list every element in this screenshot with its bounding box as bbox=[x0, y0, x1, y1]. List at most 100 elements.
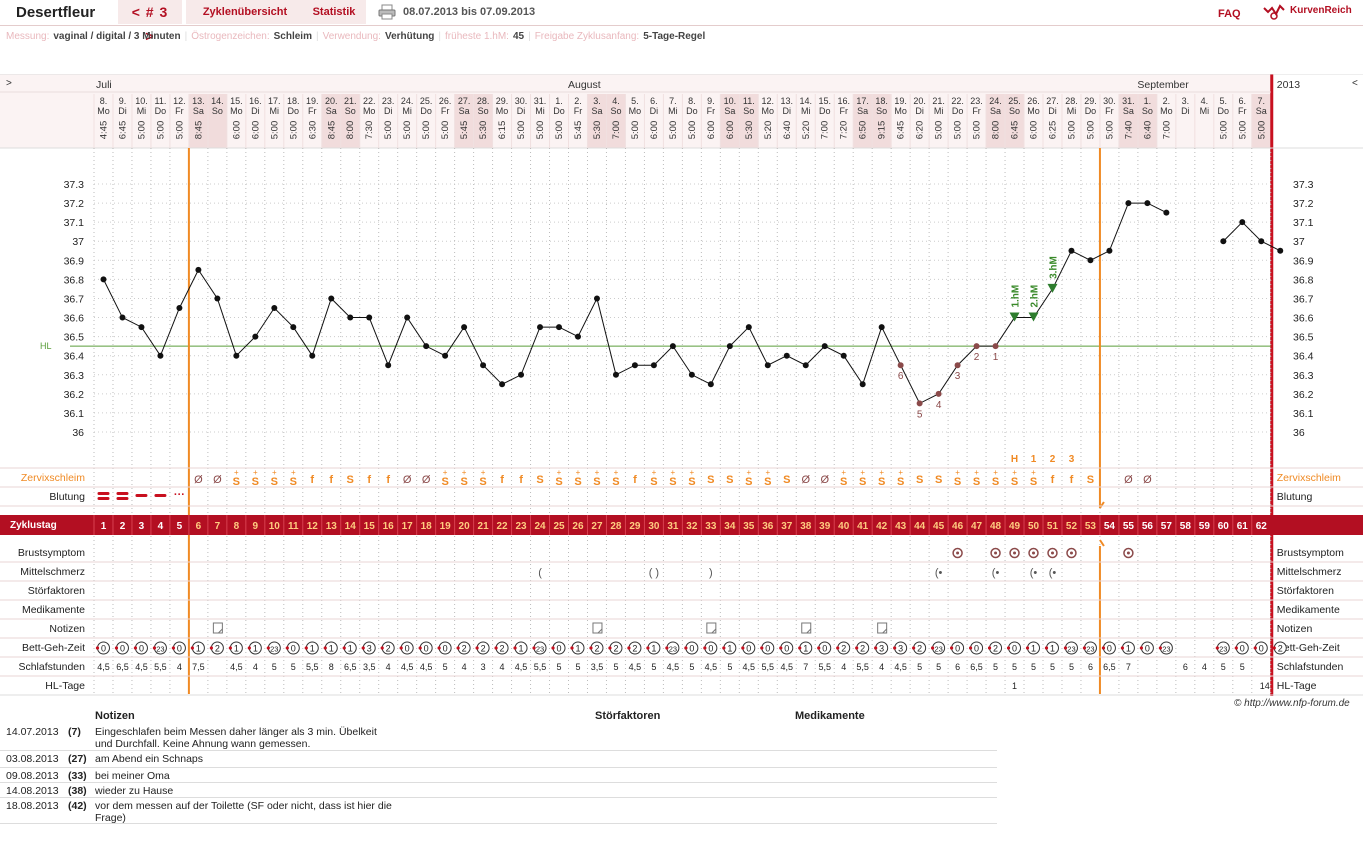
cervix-plus: + bbox=[253, 468, 258, 477]
cervix-value: S bbox=[764, 476, 771, 488]
weekday-label: Mo bbox=[496, 106, 509, 116]
cervix-value: S bbox=[271, 476, 278, 488]
y-tick-label-right: 36.5 bbox=[1293, 332, 1314, 344]
weekday-label: Mi bbox=[668, 106, 678, 116]
temperature-point bbox=[233, 352, 240, 359]
bed-time-value: 3 bbox=[367, 644, 372, 654]
cervix-value: f bbox=[386, 474, 390, 486]
temperature-point bbox=[650, 362, 657, 369]
weekday-label: Mo bbox=[629, 106, 642, 116]
bed-time-marker bbox=[722, 646, 726, 650]
cervix-value: S bbox=[1030, 476, 1037, 488]
cervix-value: S bbox=[745, 476, 752, 488]
temperature-point bbox=[612, 371, 619, 378]
measure-time: 5:00 bbox=[1256, 121, 1267, 140]
cycle-day-number: 40 bbox=[838, 521, 850, 532]
date-label: 24. bbox=[989, 96, 1002, 106]
kurvenreich-logo-icon[interactable] bbox=[1262, 2, 1286, 22]
weekday-label: Fr bbox=[1105, 106, 1114, 116]
measure-time: 5:00 bbox=[288, 121, 299, 140]
bed-time-value: 0 bbox=[405, 644, 410, 654]
tab-cycle-overview[interactable]: Zyklenübersicht bbox=[186, 0, 304, 24]
sleep-hours-value: 4,5 bbox=[743, 662, 756, 672]
row-label: Zyklustag bbox=[10, 520, 57, 531]
sleep-hours-value: 5 bbox=[1221, 662, 1226, 672]
cycle-day-number: 28 bbox=[610, 521, 622, 532]
cervix-plus: + bbox=[1012, 468, 1017, 477]
cycle-navigation[interactable]: < # 3 > bbox=[118, 0, 182, 44]
y-tick-label: 36.8 bbox=[64, 274, 85, 286]
date-label: 11. bbox=[155, 96, 167, 106]
temperature-point bbox=[1125, 200, 1132, 207]
temperature-point bbox=[556, 324, 563, 331]
faq-link[interactable]: FAQ bbox=[1218, 8, 1241, 20]
cycle-day-number: 61 bbox=[1237, 521, 1249, 532]
measure-time: 6:30 bbox=[307, 121, 318, 140]
cycle-day-number: 14 bbox=[345, 521, 357, 532]
breast-symptom-dot bbox=[956, 551, 960, 555]
note-icon-corner bbox=[882, 628, 888, 634]
cycle-chart: > Juli August September 2013 <8. Mo 4:45 9. Di 6:4… bbox=[0, 73, 1363, 699]
y-tick-label-right: 36 bbox=[1293, 427, 1305, 439]
temperature-point bbox=[328, 295, 335, 302]
cycle-day-number: 46 bbox=[952, 521, 964, 532]
bed-time-value: 23 bbox=[1219, 645, 1227, 654]
weekday-label: Do bbox=[686, 106, 698, 116]
bed-time-value: 23 bbox=[1067, 645, 1075, 654]
date-label: 8. bbox=[100, 96, 108, 106]
cycle-day-number: 39 bbox=[819, 521, 831, 532]
cycle-day-number: 30 bbox=[648, 521, 660, 532]
low-point-marker bbox=[973, 343, 980, 350]
sleep-hours-value: 5 bbox=[993, 662, 998, 672]
date-label: 18. bbox=[875, 96, 888, 106]
logo-text[interactable]: KurvenReich bbox=[1290, 5, 1352, 16]
measure-time: 5:00 bbox=[174, 121, 185, 140]
date-label: 24. bbox=[401, 96, 414, 106]
measure-time: 5:45 bbox=[459, 121, 470, 140]
sleep-hours-value: 6,5 bbox=[344, 662, 357, 672]
cervix-value: f bbox=[367, 474, 371, 486]
temperature-point bbox=[347, 314, 354, 321]
date-label: 14. bbox=[211, 96, 224, 106]
cervix-plus: + bbox=[462, 468, 467, 477]
bed-time-value: 2 bbox=[993, 644, 998, 654]
temperature-point bbox=[461, 324, 468, 331]
bed-time-marker bbox=[1253, 646, 1257, 650]
printer-icon[interactable] bbox=[378, 4, 396, 20]
cycle-day-number: 35 bbox=[743, 521, 755, 532]
low-point-marker bbox=[935, 390, 942, 397]
sleep-hours-value: 5 bbox=[272, 662, 277, 672]
cycle-day-number: 25 bbox=[553, 521, 565, 532]
bed-time-marker bbox=[1120, 646, 1125, 650]
date-label: 25. bbox=[420, 96, 433, 106]
peak-label: 1 bbox=[1031, 454, 1037, 465]
weekday-label: Mo bbox=[762, 106, 775, 116]
cervix-value: Ø bbox=[194, 474, 203, 486]
copyright[interactable]: © http://www.nfp-forum.de bbox=[1234, 698, 1350, 709]
cycle-day-number: 31 bbox=[667, 521, 679, 532]
hl-day-value: 14 bbox=[1260, 681, 1270, 691]
bleeding-mark: ··· bbox=[174, 489, 185, 501]
notes-text: am Abend ein Schnaps bbox=[95, 753, 203, 765]
cycle-day-number: 22 bbox=[497, 521, 509, 532]
temperature-point bbox=[366, 314, 373, 321]
cervix-value: S bbox=[935, 474, 942, 486]
sleep-hours-value: 7,5 bbox=[192, 662, 205, 672]
measure-time: 5:00 bbox=[1085, 121, 1096, 140]
measure-time: 8:00 bbox=[345, 121, 356, 140]
bed-time-value: 1 bbox=[253, 644, 258, 654]
bed-time-marker bbox=[247, 646, 251, 650]
bed-time-value: 0 bbox=[746, 644, 751, 654]
temperature-chart-svg: > Juli August September 2013 <8.Mo4:459.Di6:4… bbox=[0, 73, 1363, 696]
date-label: 6. bbox=[1239, 96, 1247, 106]
measure-time: 6:00 bbox=[706, 121, 717, 140]
measure-time: 5:00 bbox=[1066, 121, 1077, 140]
high-point-marker bbox=[1047, 283, 1058, 293]
bed-time-marker bbox=[703, 646, 707, 650]
measure-time: 5:30 bbox=[592, 121, 603, 140]
hl-day-value: 1 bbox=[1012, 681, 1017, 691]
tab-statistics[interactable]: Statistik bbox=[302, 0, 366, 24]
note-icon-corner bbox=[806, 628, 812, 634]
date-label: 18. bbox=[287, 96, 300, 106]
sleep-hours-value: 5 bbox=[575, 662, 580, 672]
